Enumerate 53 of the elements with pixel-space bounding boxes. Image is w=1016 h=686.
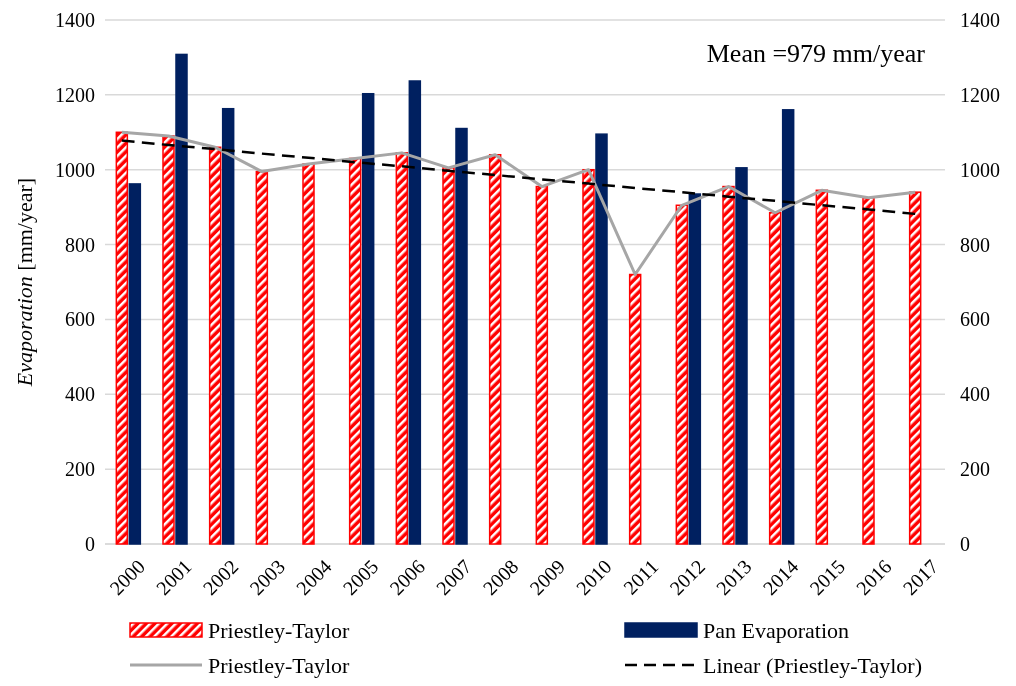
bar [908, 191, 922, 545]
bar [675, 204, 689, 545]
y-tick-label: 1200 [55, 83, 95, 106]
bar [115, 131, 129, 545]
bar [722, 185, 735, 545]
bar [128, 183, 142, 545]
line-series [120, 139, 917, 216]
bar [408, 80, 422, 545]
legend-label: Linear (Priestley-Taylor) [703, 652, 922, 678]
y2-tick-label: 1400 [960, 9, 1000, 31]
y2-tick-label: 200 [960, 458, 990, 481]
y2-tick-label: 1000 [960, 158, 1000, 181]
y2-tick-label: 400 [960, 383, 990, 406]
annotation: Mean =979 mm/year [706, 39, 926, 68]
bar [348, 157, 362, 545]
y2-tick-label: 1200 [960, 83, 1000, 106]
legend-label: Priestley-Taylor [208, 652, 351, 678]
bar [535, 185, 549, 545]
bar [361, 92, 375, 545]
y-tick-label: 1000 [55, 158, 95, 181]
bar [735, 167, 748, 545]
bar [455, 127, 468, 545]
bar [781, 109, 795, 545]
bar [162, 135, 175, 545]
y-tick-label: 400 [65, 383, 95, 406]
y2-tick-label: 800 [960, 233, 990, 256]
bar [688, 193, 702, 545]
x-tick-label: 2011 [619, 555, 663, 599]
y2-tick-label: 0 [960, 533, 970, 555]
bar [815, 189, 829, 545]
y-tick-label: 1400 [55, 9, 95, 31]
bar [175, 53, 188, 545]
bar [582, 168, 595, 545]
y-axis-title: Evaporation [mm/year] [12, 177, 37, 388]
bar [208, 146, 222, 545]
bar [395, 152, 409, 545]
bar [221, 107, 235, 545]
bar [302, 163, 315, 545]
bar [442, 167, 455, 545]
bar [595, 133, 608, 545]
legend-label: Priestley-Taylor [208, 617, 351, 643]
bar [768, 212, 782, 545]
bar [488, 153, 502, 545]
bar [255, 170, 269, 545]
y-tick-label: 200 [65, 458, 95, 481]
y-tick-label: 800 [65, 233, 95, 256]
bar [628, 273, 642, 545]
legend-label: Pan Evaporation [703, 617, 850, 643]
line-series [120, 130, 917, 277]
y-tick-label: 600 [65, 308, 95, 331]
y-tick-label: 0 [85, 533, 95, 555]
y2-tick-label: 600 [960, 308, 990, 331]
bar [862, 197, 875, 545]
